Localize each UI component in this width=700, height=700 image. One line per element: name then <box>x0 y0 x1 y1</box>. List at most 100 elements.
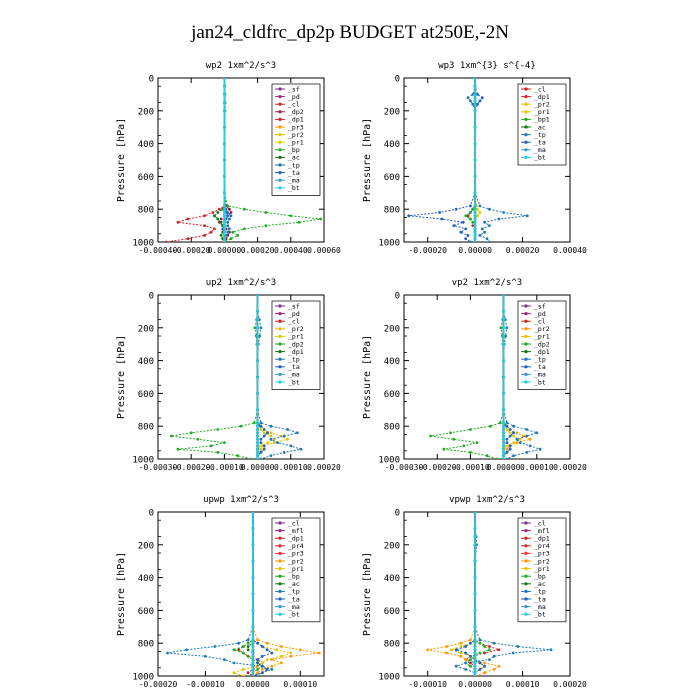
y-tick-label: 0 <box>395 292 400 302</box>
data-point-tp <box>228 217 231 221</box>
data-point-dp1 <box>497 648 501 652</box>
data-point-pr2 <box>259 447 263 451</box>
data-point-bp <box>242 207 246 211</box>
data-point-tp <box>289 444 293 448</box>
data-point-tp <box>488 224 491 228</box>
data-point-dp2 <box>449 431 452 435</box>
data-point-bp1 <box>469 211 472 214</box>
data-point-bt <box>256 444 259 448</box>
data-point-bt <box>223 101 226 104</box>
legend-entry: _bt <box>534 611 546 619</box>
legend-marker <box>524 357 528 361</box>
data-point-bt <box>473 214 477 218</box>
data-point-tp <box>478 638 482 642</box>
legend-marker <box>524 521 528 525</box>
data-point-tp <box>286 428 289 431</box>
data-point-tp <box>299 447 303 451</box>
data-point-tp <box>276 441 279 444</box>
data-point-tp <box>259 421 263 425</box>
legend-entry: _tp <box>534 131 546 139</box>
legend-entry: _dp1 <box>288 535 304 543</box>
y-tick-label: 200 <box>138 107 154 117</box>
legend-marker <box>524 102 528 106</box>
y-tick-label: 0 <box>149 509 154 519</box>
data-point-dp2 <box>498 421 502 425</box>
data-point-bt <box>473 671 477 675</box>
y-tick-label: 1000 <box>132 239 154 249</box>
chart-title: vp2 1xm^2/s^3 <box>452 278 522 288</box>
data-point-tp <box>515 437 519 441</box>
data-point-bp <box>264 211 268 214</box>
legend-marker <box>278 102 282 106</box>
data-point-bt <box>256 295 259 297</box>
data-point-bt <box>473 224 477 228</box>
legend-entry: _pr2 <box>534 557 550 565</box>
data-point-dp2 <box>252 421 256 425</box>
data-point-dp1 <box>488 645 491 648</box>
data-point-ta <box>259 437 263 441</box>
chart-vp2: vp2 1xm^2/s^3 Pressure [hPa] 0 200 400 600 800… <box>362 278 587 472</box>
data-point-tp <box>213 645 217 648</box>
legend-entry: _pr2 <box>534 325 550 333</box>
data-point-pr2 <box>528 437 532 441</box>
legend-marker <box>524 350 528 354</box>
data-point-dp2 <box>239 424 243 428</box>
data-point-ta <box>466 234 470 237</box>
data-point-bt <box>251 664 255 668</box>
data-point-ta <box>505 424 509 428</box>
data-point-bt <box>473 204 477 208</box>
data-point-bt <box>251 576 255 579</box>
x-tick-label: 0.00060 <box>307 246 341 255</box>
legend-marker <box>524 589 528 594</box>
data-point-bt <box>223 84 226 88</box>
legend-marker <box>524 605 528 609</box>
legend-entry: _pd <box>288 93 300 101</box>
y-axis-label: Pressure [hPa] <box>362 118 373 202</box>
data-point-tp <box>480 227 484 231</box>
data-point-ta <box>508 434 512 438</box>
data-point-bt <box>256 421 259 425</box>
data-point-bt <box>223 214 226 218</box>
x-tick-label: 0.00010 <box>274 463 308 472</box>
series-line-bp <box>232 512 264 676</box>
x-tick-label: -0.00010 <box>186 680 225 689</box>
data-point-tp <box>512 454 515 458</box>
data-point-ta <box>259 451 263 454</box>
data-point-bt <box>251 668 255 671</box>
data-point-dp2 <box>499 326 503 330</box>
data-point-pr1 <box>478 211 482 214</box>
data-point-bp <box>232 648 236 652</box>
x-tick-label: -0.00010 <box>205 463 244 472</box>
y-tick-label: 0 <box>395 75 400 85</box>
chart-title: vpwp 1xm^2/s^3 <box>449 495 525 505</box>
data-point-tp <box>269 437 273 441</box>
data-point-pr2 <box>279 645 283 648</box>
data-point-bt <box>223 227 226 231</box>
data-point-tp <box>204 654 207 658</box>
chart-wp2: wp2 1xm^2/s^3 Pressure [hPa] 0 200 400 600 800… <box>116 61 341 255</box>
legend-entry: _tp <box>534 588 546 596</box>
data-point-ta <box>505 451 509 454</box>
x-tick-label: -0.00020 <box>139 680 178 689</box>
data-point-pr2 <box>497 664 501 668</box>
y-tick-label: 0 <box>149 75 154 85</box>
data-point-bt <box>223 220 226 224</box>
data-point-ta <box>505 437 509 441</box>
legend-marker <box>278 529 282 533</box>
y-axis-label: Pressure [hPa] <box>116 552 127 636</box>
data-point-dp1 <box>246 671 250 675</box>
data-point-bt <box>256 342 259 346</box>
data-point-ta <box>469 240 472 242</box>
legend-marker <box>524 612 528 616</box>
data-point-ta <box>256 661 259 665</box>
data-point-pr1 <box>505 428 509 431</box>
data-point-bt <box>502 434 505 438</box>
data-point-pr1 <box>260 661 264 665</box>
data-point-bt <box>256 441 259 444</box>
data-point-pr1 <box>275 648 278 652</box>
legend-marker <box>278 178 282 182</box>
data-point-bt <box>256 424 259 428</box>
data-point-pr2 <box>279 661 283 665</box>
x-tick-label: 0.00000 <box>208 246 242 255</box>
legend-marker <box>524 95 528 99</box>
